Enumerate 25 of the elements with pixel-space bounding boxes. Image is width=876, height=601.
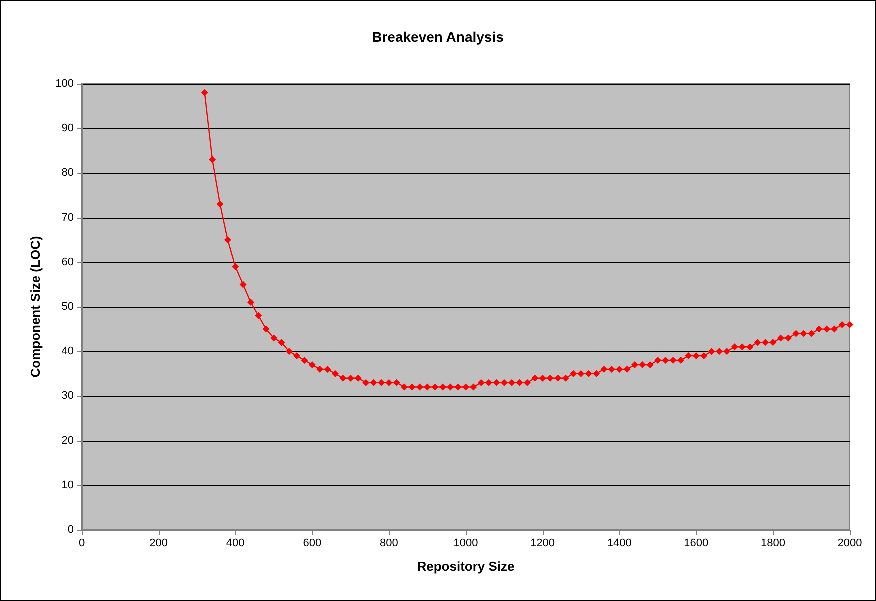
x-tick-label: 600 [303, 538, 322, 550]
y-tick-label: 80 [62, 167, 74, 180]
y-axis-title: Component Size (LOC) [28, 236, 43, 378]
y-tick-label: 50 [62, 301, 74, 313]
x-tick-label: 800 [380, 538, 398, 550]
x-tick-label: 1200 [530, 538, 556, 550]
y-tick-label: 60 [62, 256, 74, 268]
chart-title: Breakeven Analysis [372, 29, 504, 45]
x-tick-label: 2000 [838, 538, 862, 550]
y-tick-label: 40 [62, 346, 74, 358]
x-tick-label: 1400 [607, 538, 632, 550]
y-tick-label: 10 [62, 479, 74, 492]
y-tick-label: 90 [62, 122, 74, 135]
x-tick-label: 1800 [760, 538, 786, 550]
x-tick-label: 1600 [684, 538, 709, 550]
y-tick-label: 100 [56, 78, 74, 90]
x-axis-title: Repository Size [417, 559, 515, 574]
x-tick-label: 0 [78, 538, 86, 550]
y-tick-label: 30 [62, 390, 74, 402]
y-tick-label: 0 [68, 524, 74, 536]
x-tick-label: 200 [150, 538, 168, 550]
x-tick-label: 1000 [454, 538, 478, 550]
y-tick-label: 70 [62, 212, 74, 224]
y-tick-label: 20 [62, 434, 74, 447]
x-tick-label: 400 [226, 538, 245, 550]
